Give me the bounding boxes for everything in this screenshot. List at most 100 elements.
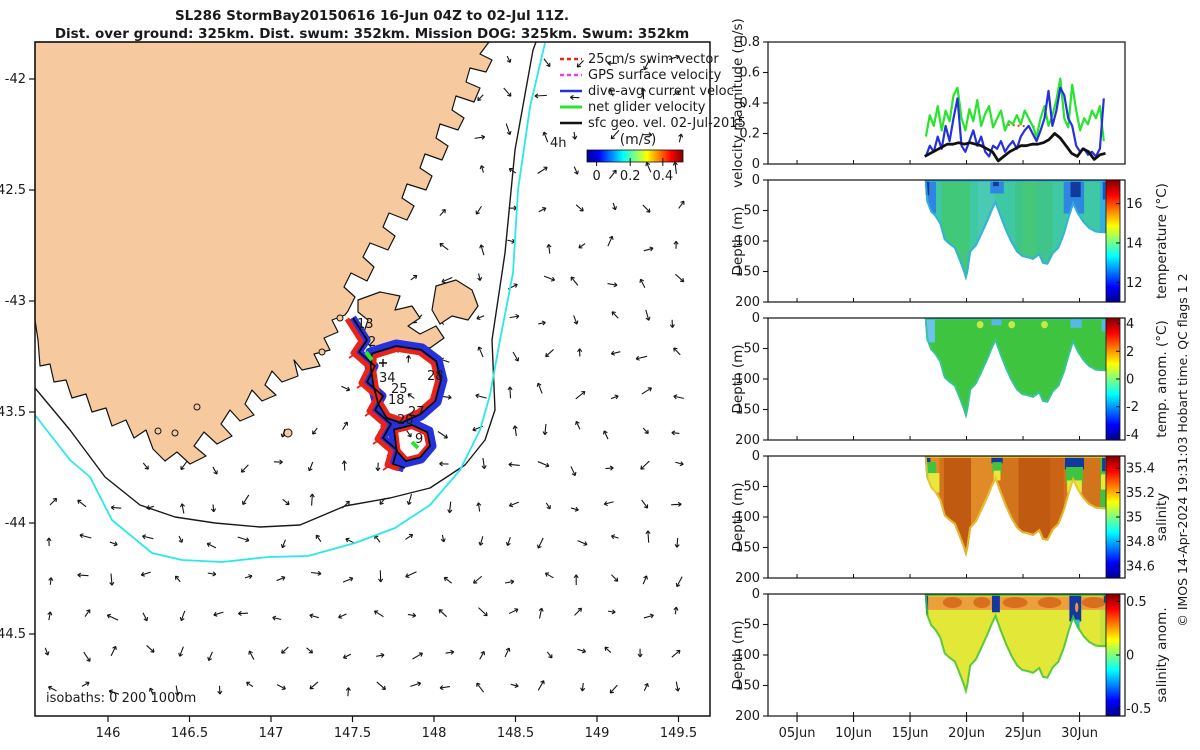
salinity-anom-section xyxy=(924,594,1108,695)
dive-number-label: 34 xyxy=(379,371,396,386)
current-arrow xyxy=(510,683,519,689)
current-arrow xyxy=(109,573,115,586)
current-arrow xyxy=(607,282,618,288)
current-arrow xyxy=(577,648,587,654)
legend-label-sfc-geo: sfc geo. vel. 02-Jul-2015 xyxy=(588,116,746,131)
colorbar-tick-label: 35.2 xyxy=(1126,486,1155,501)
current-arrow xyxy=(341,385,351,392)
track-surface-loop1 xyxy=(369,345,442,424)
current-arrow xyxy=(280,539,286,549)
panel-y-tick-label: 0 xyxy=(752,311,760,326)
panel-ylabel: Depth (m) xyxy=(730,344,746,413)
current-arrow xyxy=(174,575,181,583)
current-arrow xyxy=(641,499,649,509)
current-arrow xyxy=(405,355,411,363)
current-arrow xyxy=(439,243,449,251)
current-arrow xyxy=(246,681,254,688)
series-sfc-geo-vel- xyxy=(924,132,1106,163)
current-arrow xyxy=(608,88,614,97)
current-arrow xyxy=(643,59,650,71)
colorbar-tick-label: 35 xyxy=(1126,511,1143,526)
panel-salinity: 0 50 100 150 200 Depth (m) 35.4 35.2 35 34.8 34.6 s… xyxy=(730,449,1170,586)
dive-number-label: 13 xyxy=(357,317,374,332)
legend-colorbar-tick-label: 0.2 xyxy=(620,169,641,184)
current-arrow xyxy=(542,423,548,436)
current-arrow xyxy=(447,501,453,514)
current-arrow xyxy=(439,461,449,467)
current-arrow xyxy=(611,534,619,540)
current-arrow xyxy=(406,493,413,506)
current-arrow xyxy=(610,130,620,140)
colorbar-tick-label: 34.6 xyxy=(1126,559,1155,574)
current-arrow xyxy=(46,537,52,546)
current-arrow xyxy=(110,645,117,657)
current-arrow xyxy=(345,537,355,544)
current-arrow xyxy=(577,348,583,357)
current-arrow xyxy=(142,462,149,470)
current-arrow xyxy=(207,571,217,577)
current-arrow xyxy=(671,649,681,658)
current-arrow xyxy=(573,315,579,325)
current-arrow xyxy=(578,243,586,249)
current-arrow xyxy=(642,204,651,213)
current-arrow xyxy=(276,575,286,582)
map-axis-ticks: 146 146.5 147 147.5 148 148.5 149 149.5 -42 -42.5… xyxy=(0,72,697,741)
current-arrow xyxy=(508,608,519,615)
colorbar-tick-label: -4 xyxy=(1126,428,1139,443)
track-gps-spine xyxy=(344,317,400,472)
map-y-tick-label: -44 xyxy=(5,516,26,531)
legend-colorbar xyxy=(586,149,684,163)
current-arrow xyxy=(405,533,414,540)
current-arrow xyxy=(49,497,58,506)
panel-y-tick-label: 50 xyxy=(743,480,760,495)
current-arrow xyxy=(477,94,484,101)
time-axis-tick-label: 05Jun xyxy=(779,726,816,741)
map-y-tick-label: -42.5 xyxy=(0,183,26,198)
panel-y-tick-label: 200 xyxy=(735,295,760,310)
current-arrow xyxy=(376,681,386,690)
colorbar-tick-label: 0.5 xyxy=(1126,595,1147,610)
current-arrow xyxy=(179,503,185,514)
panel-y-tick-label: 100 xyxy=(735,510,760,525)
time-axis: 05Jun 10Jun 15Jun 20Jun 25Jun 30Jun xyxy=(779,716,1098,741)
current-arrow xyxy=(576,60,584,68)
current-arrow xyxy=(81,681,90,687)
map-x-tick-label: 149 xyxy=(585,726,610,741)
waypoint-plus-marker xyxy=(379,359,387,367)
land-tasmania xyxy=(34,41,493,465)
current-arrow xyxy=(642,132,653,138)
time-axis-tick-label: 15Jun xyxy=(892,726,929,741)
current-arrow xyxy=(242,494,250,505)
current-arrow xyxy=(570,466,577,477)
current-arrow xyxy=(281,646,289,654)
current-arrow xyxy=(272,615,282,621)
current-arrow xyxy=(645,530,651,543)
current-arrow xyxy=(673,347,681,356)
map-x-tick-label: 146 xyxy=(96,726,121,741)
panel-y-tick-label: 150 xyxy=(735,265,760,280)
current-arrow xyxy=(479,244,485,256)
current-arrow xyxy=(572,131,578,140)
current-arrow xyxy=(570,506,579,512)
current-arrow xyxy=(537,537,544,549)
current-arrow xyxy=(603,430,609,440)
current-arrow xyxy=(237,536,250,543)
current-arrow xyxy=(545,502,551,510)
current-arrow xyxy=(140,571,151,577)
current-arrow xyxy=(610,394,619,400)
map-legend: 25cm/s swim vector GPS surface velocity … xyxy=(550,52,746,184)
current-arrow xyxy=(178,646,184,657)
current-arrow xyxy=(475,393,487,399)
current-arrow xyxy=(345,687,351,697)
current-arrow xyxy=(438,609,448,618)
panel-y-tick-label: 150 xyxy=(735,541,760,556)
current-arrow xyxy=(412,652,424,660)
current-arrow xyxy=(508,462,520,468)
current-arrow xyxy=(338,613,347,619)
current-arrow xyxy=(504,579,515,585)
current-arrow xyxy=(282,498,290,506)
